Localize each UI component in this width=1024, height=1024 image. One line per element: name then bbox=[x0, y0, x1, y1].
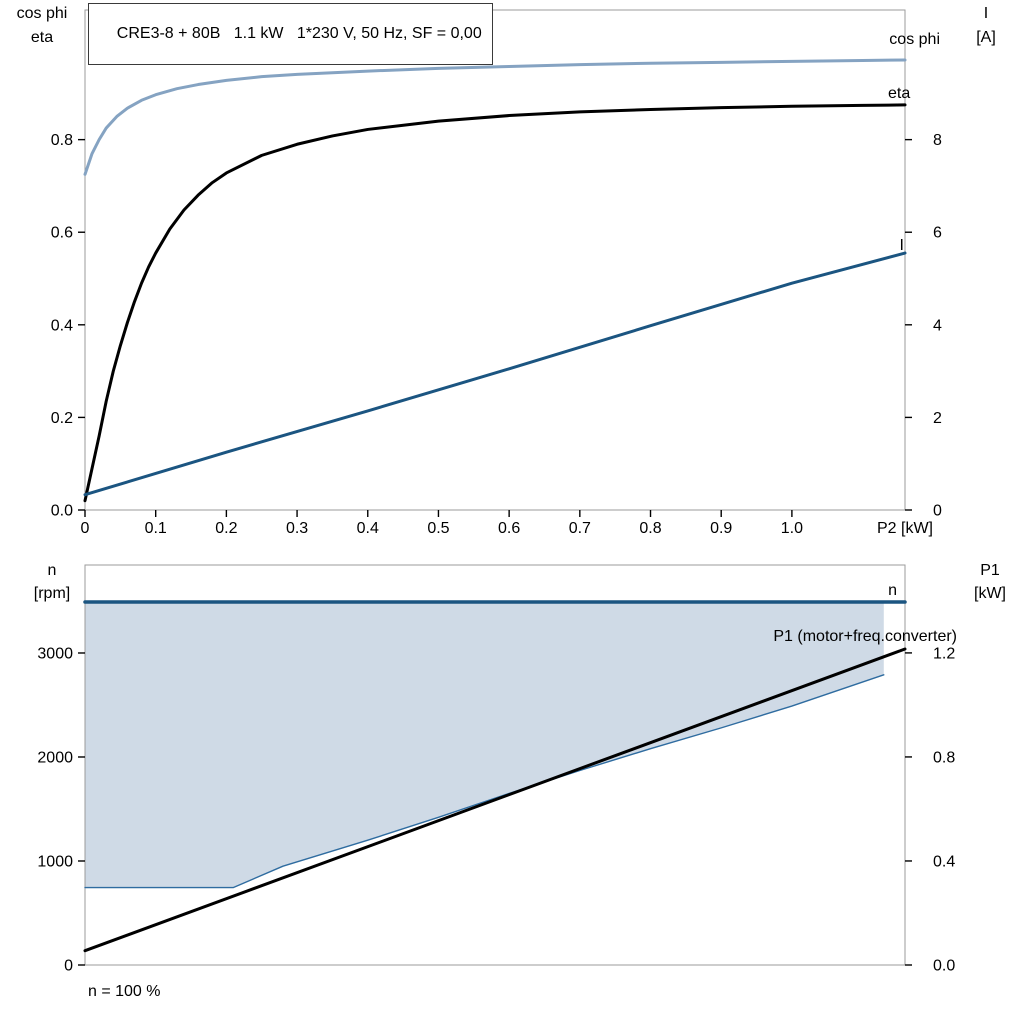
x-tick-label: 0 bbox=[81, 520, 90, 537]
y-left-axis-title: n bbox=[48, 562, 57, 579]
chart-title: CRE3-8 + 80B 1.1 kW 1*230 V, 50 Hz, SF =… bbox=[116, 25, 482, 42]
y-right-tick-label: 0 bbox=[933, 503, 942, 520]
y-right-tick-label: 8 bbox=[933, 132, 942, 149]
curve-cos-phi bbox=[83, 58, 907, 176]
y-left-tick-label: 0 bbox=[64, 958, 73, 975]
x-tick-label: 0.3 bbox=[286, 520, 308, 537]
curve-p1 bbox=[83, 647, 907, 953]
y-right-tick-label: 2 bbox=[933, 410, 942, 427]
x-tick-label: 0.2 bbox=[215, 520, 237, 537]
y-right-tick-label: 0.4 bbox=[933, 853, 955, 870]
curve-label-n: n bbox=[888, 582, 897, 599]
y-left-tick-label: 0.8 bbox=[51, 132, 73, 149]
plot-frame bbox=[84, 9, 906, 511]
y-left-axis-title: cos phi bbox=[17, 5, 68, 22]
x-tick-label: 0.6 bbox=[498, 520, 520, 537]
x-tick-label: 0.8 bbox=[639, 520, 661, 537]
curve-label-cos-phi: cos phi bbox=[889, 31, 940, 48]
y-right-tick-label: 1.2 bbox=[933, 645, 955, 662]
x-tick-label: 0.1 bbox=[145, 520, 167, 537]
y-right-axis-title: [A] bbox=[976, 29, 996, 46]
y-right-axis-title: I bbox=[984, 5, 988, 22]
y-left-tick-label: 0.6 bbox=[51, 225, 73, 242]
speed-range-area bbox=[85, 602, 884, 888]
curve-i bbox=[83, 251, 907, 497]
y-right-tick-label: 6 bbox=[933, 225, 942, 242]
curve-label-p1: P1 (motor+freq.converter) bbox=[773, 628, 957, 645]
chart-title-box: CRE3-8 + 80B 1.1 kW 1*230 V, 50 Hz, SF =… bbox=[88, 3, 493, 65]
y-left-tick-label: 0.4 bbox=[51, 317, 73, 334]
y-right-axis-title: [kW] bbox=[974, 585, 1006, 602]
curve-label-eta: eta bbox=[888, 85, 910, 102]
footer-note: n = 100 % bbox=[88, 983, 161, 1000]
y-left-tick-label: 0.0 bbox=[51, 503, 73, 520]
y-left-tick-label: 2000 bbox=[37, 749, 73, 766]
x-tick-label: 1.0 bbox=[781, 520, 803, 537]
y-left-axis-title: [rpm] bbox=[34, 585, 70, 602]
y-right-tick-label: 4 bbox=[933, 317, 942, 334]
x-tick-label: 0.4 bbox=[357, 520, 379, 537]
upper-chart: 0.0 0.2 0.4 0.6 0.8 0 2 4 6 8 0 0.1 0.2 0.3 0.4 0.5 0.6 0… bbox=[17, 5, 996, 537]
lower-chart: 0 1000 2000 3000 0.0 0.4 0.8 1.2 n [rpm] P1 [kW] P1 … bbox=[34, 562, 1006, 975]
y-right-axis-title: P1 bbox=[980, 562, 1000, 579]
y-right-tick-label: 0.8 bbox=[933, 749, 955, 766]
y-left-tick-label: 3000 bbox=[37, 645, 73, 662]
y-left-tick-label: 1000 bbox=[37, 853, 73, 870]
y-right-tick-label: 0.0 bbox=[933, 958, 955, 975]
y-left-axis-title: eta bbox=[31, 29, 53, 46]
plot-frame bbox=[84, 564, 906, 966]
curve-label-i: I bbox=[900, 237, 904, 254]
y-left-tick-label: 0.2 bbox=[51, 410, 73, 427]
curve-eta bbox=[83, 103, 907, 503]
x-axis-title: P2 [kW] bbox=[877, 520, 933, 537]
x-tick-label: 0.9 bbox=[710, 520, 732, 537]
x-tick-label: 0.5 bbox=[427, 520, 449, 537]
x-tick-label: 0.7 bbox=[569, 520, 591, 537]
